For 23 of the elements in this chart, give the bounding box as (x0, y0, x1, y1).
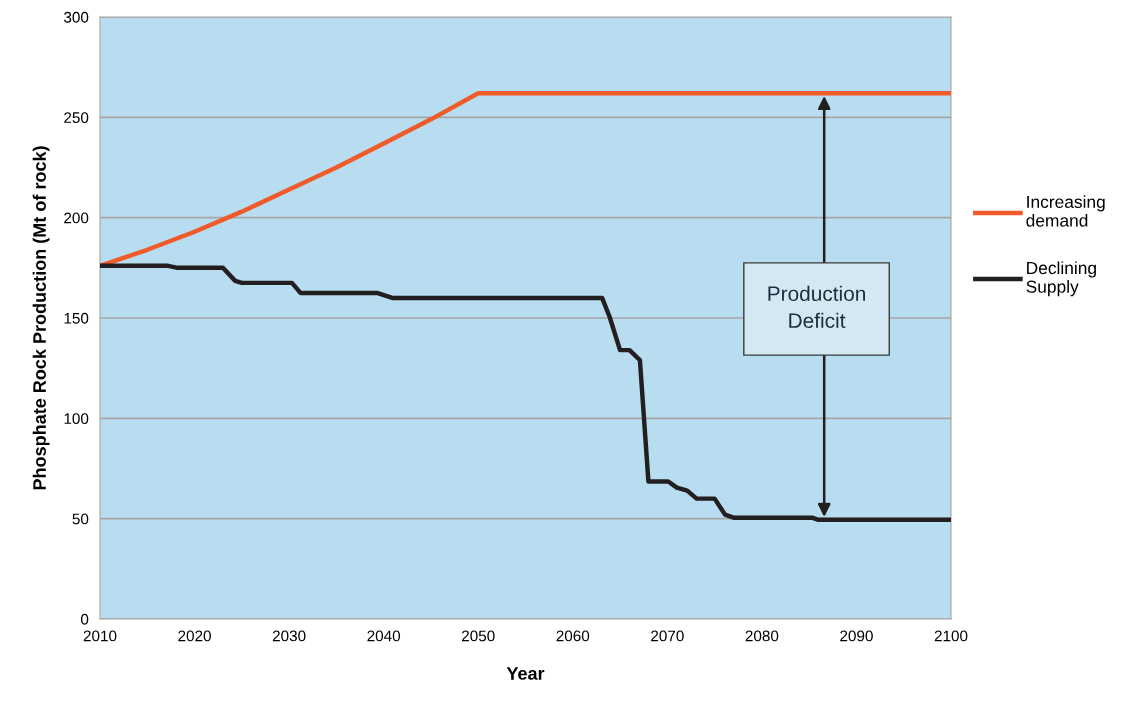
legend-label: Increasing demand (1026, 195, 1105, 227)
x-tick-label: 2100 (934, 630, 968, 642)
line-series (100, 263, 951, 522)
legend-label: Declining Supply (1026, 261, 1096, 297)
x-axis-title: Year (506, 667, 545, 680)
y-axis-title: Phosphate Rock Production (Mt of rock) (32, 146, 50, 490)
y-tick-label: 250 (64, 112, 89, 124)
y-tick-label: 100 (64, 413, 89, 425)
y-tick-label: 200 (64, 212, 89, 224)
x-tick-label: 2060 (556, 630, 590, 642)
x-tick-label: 2050 (462, 630, 495, 642)
x-tick-label: 2010 (83, 630, 117, 642)
annotation: Production Deficit (768, 285, 865, 329)
x-tick-label: 2020 (178, 630, 211, 642)
x-tick-label: 2080 (745, 630, 779, 642)
x-tick-label: 2030 (272, 630, 306, 642)
x-tick-label: 2070 (651, 630, 684, 642)
y-tick-label: 50 (72, 513, 89, 525)
y-tick-label: 150 (64, 312, 89, 324)
y-tick-label: 0 (80, 613, 89, 625)
x-tick-label: 2040 (367, 630, 401, 642)
y-tick-label: 300 (63, 11, 89, 23)
x-tick-label: 2090 (840, 630, 873, 642)
